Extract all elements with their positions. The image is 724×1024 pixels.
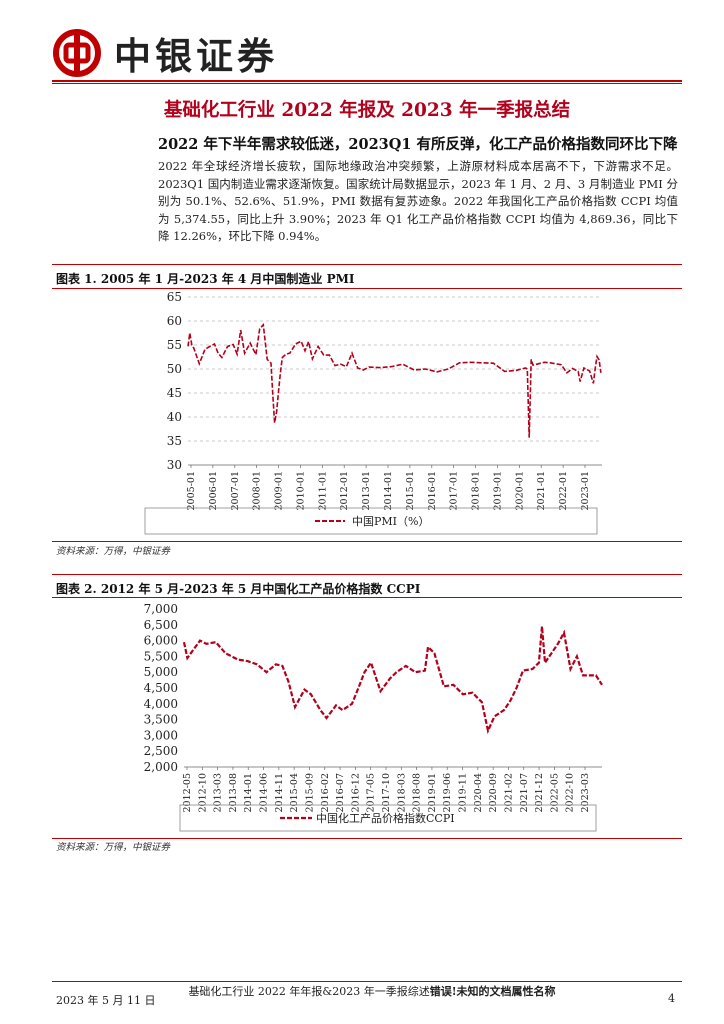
x-tick-label: 2013-01 xyxy=(361,471,372,510)
x-tick-label: 2011-01 xyxy=(317,471,328,510)
x-tick-label: 2021-02 xyxy=(503,773,514,812)
x-tick-label: 2021-07 xyxy=(519,773,530,812)
figure2-bottom-rule xyxy=(52,838,682,839)
x-tick-label: 2007-01 xyxy=(230,471,241,510)
x-tick-label: 2022-05 xyxy=(549,773,560,812)
page-header: 中银证券 xyxy=(52,20,682,82)
x-tick-label: 2009-01 xyxy=(274,471,285,510)
page-number: 4 xyxy=(668,992,675,1005)
figure2-source: 资料来源：万得，中银证券 xyxy=(56,842,171,853)
x-tick-label: 2012-01 xyxy=(339,471,350,510)
y-tick-label: 55 xyxy=(167,338,182,352)
x-tick-label: 2019-01 xyxy=(492,471,503,510)
y-tick-label: 6,000 xyxy=(144,634,178,648)
x-tick-label: 2022-01 xyxy=(558,471,569,510)
footer-error-field: 错误!未知的文档属性名称 xyxy=(429,985,556,998)
y-tick-label: 40 xyxy=(167,410,182,424)
x-tick-label: 2010-01 xyxy=(295,471,306,510)
header-divider xyxy=(52,80,682,82)
pmi-legend-box xyxy=(144,507,598,535)
x-tick-label: 2018-01 xyxy=(471,471,482,510)
x-tick-label: 2005-01 xyxy=(186,471,197,510)
figure1-title: 图表 1. 2005 年 1 月-2023 年 4 月中国制造业 PMI xyxy=(56,272,355,286)
x-tick-label: 2023-03 xyxy=(580,773,591,812)
figure1-title-rule xyxy=(52,288,682,289)
x-tick-label: 2023-01 xyxy=(580,471,591,510)
section-paragraph: 2022 年全球经济增长疲软，国际地缘政治冲突频繁，上游原材料成本居高不下，下游… xyxy=(158,159,678,243)
figure2-top-rule xyxy=(52,574,682,575)
x-tick-label: 2022-10 xyxy=(565,773,576,812)
y-tick-label: 5,500 xyxy=(144,649,178,663)
brand-name: 中银证券 xyxy=(114,35,278,78)
figure2-title-rule xyxy=(52,597,682,598)
x-tick-label: 2016-07 xyxy=(335,773,346,812)
y-tick-label: 65 xyxy=(167,290,182,304)
footer-center-text: 基础化工行业 2022 年年报&2023 年一季报综述错误!未知的文档属性名称 xyxy=(182,983,562,1000)
x-tick-label: 2014-01 xyxy=(243,773,254,812)
x-tick-label: 2019-01 xyxy=(427,773,438,812)
ccpi-legend-label: 中国化工产品价格指数CCPI xyxy=(316,811,455,825)
section-heading: 2022 年下半年需求较低迷，2023Q1 有所反弹，化工产品价格指数同环比下降 xyxy=(158,136,678,153)
x-tick-label: 2020-09 xyxy=(488,773,499,812)
y-tick-label: 2,500 xyxy=(144,744,178,758)
x-tick-label: 2008-01 xyxy=(252,471,263,510)
x-tick-label: 2021-12 xyxy=(534,773,545,812)
y-tick-label: 6,500 xyxy=(144,618,178,632)
figure1-bottom-rule xyxy=(52,541,682,542)
footer-report-name: 基础化工行业 2022 年年报&2023 年一季报综述 xyxy=(188,985,430,998)
x-tick-label: 2017-10 xyxy=(381,773,392,812)
y-tick-label: 7,000 xyxy=(144,602,178,616)
x-tick-label: 2020-04 xyxy=(473,773,484,812)
pmi-legend-label: 中国PMI（%） xyxy=(352,515,429,528)
y-tick-label: 4,000 xyxy=(144,697,178,711)
figure1-source: 资料来源：万得，中银证券 xyxy=(56,546,171,557)
bank-of-china-logo-icon xyxy=(53,29,101,77)
x-tick-label: 2019-11 xyxy=(458,773,469,812)
y-tick-label: 4,500 xyxy=(144,681,178,695)
x-tick-label: 2016-02 xyxy=(320,773,331,812)
y-tick-label: 5,000 xyxy=(144,665,178,679)
y-tick-label: 35 xyxy=(167,434,182,448)
x-tick-label: 2016-12 xyxy=(350,773,361,812)
x-tick-label: 2017-01 xyxy=(449,471,460,510)
pmi-series-line xyxy=(187,322,602,438)
ccpi-legend-box xyxy=(179,804,597,832)
x-tick-label: 2015-01 xyxy=(405,471,416,510)
document-title: 基础化工行业 2022 年报及 2023 年一季报总结 xyxy=(163,100,571,121)
x-tick-label: 2014-11 xyxy=(274,773,285,812)
x-tick-label: 2017-05 xyxy=(366,773,377,812)
x-tick-label: 2019-06 xyxy=(442,773,453,812)
x-tick-label: 2013-03 xyxy=(213,773,224,812)
x-tick-label: 2014-06 xyxy=(259,773,270,812)
x-tick-label: 2018-03 xyxy=(396,773,407,812)
x-tick-label: 2006-01 xyxy=(208,471,219,510)
y-tick-label: 45 xyxy=(167,386,182,400)
footer-divider xyxy=(52,981,682,982)
footer-date: 2023 年 5 月 11 日 xyxy=(56,994,156,1007)
x-tick-label: 2021-01 xyxy=(536,471,547,510)
x-tick-label: 2012-10 xyxy=(197,773,208,812)
y-tick-label: 2,000 xyxy=(144,760,178,774)
y-tick-label: 3,500 xyxy=(144,713,178,727)
x-tick-label: 2014-01 xyxy=(383,471,394,510)
x-tick-label: 2015-09 xyxy=(304,773,315,812)
x-tick-label: 2020-01 xyxy=(514,471,525,510)
figure1-top-rule xyxy=(52,264,682,265)
y-tick-label: 50 xyxy=(167,362,182,376)
y-tick-label: 60 xyxy=(167,314,182,328)
header-divider-thin xyxy=(52,83,682,84)
ccpi-series-line xyxy=(182,626,603,735)
x-tick-label: 2015-04 xyxy=(289,773,300,812)
x-tick-label: 2012-05 xyxy=(182,773,193,812)
x-tick-label: 2016-01 xyxy=(427,471,438,510)
x-tick-label: 2013-08 xyxy=(228,773,239,812)
figure2-title: 图表 2. 2012 年 5 月-2023 年 5 月中国化工产品价格指数 CC… xyxy=(56,582,421,596)
y-tick-label: 30 xyxy=(167,458,182,472)
pmi-chart: 65 60 55 50 45 40 35 30 2005-01 2006-01 2007-01 20… xyxy=(144,290,602,535)
y-tick-label: 3,000 xyxy=(144,728,178,742)
x-tick-label: 2018-08 xyxy=(412,773,423,812)
